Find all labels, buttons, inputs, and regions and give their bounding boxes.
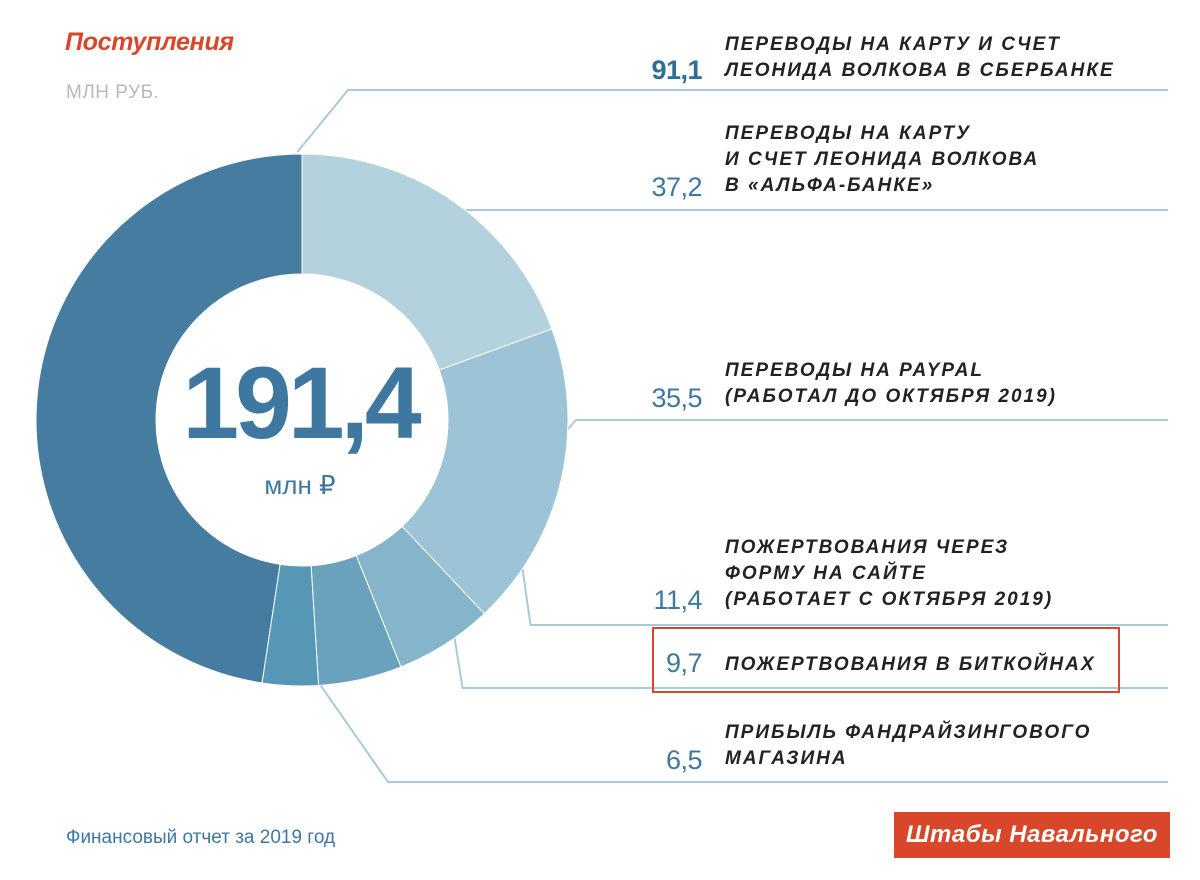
footer-source: Финансовый отчет за 2019 год xyxy=(66,827,336,848)
legend-label-sberbank: ПЕРЕВОДЫ НА КАРТУ И СЧЕТ ЛЕОНИДА ВОЛКОВА… xyxy=(725,34,1115,81)
legend-label-site-form: ПОЖЕРТВОВАНИЯ ЧЕРЕЗ ФОРМУ НА САЙТЕ (РАБО… xyxy=(725,537,1054,610)
donut-slice-sberbank xyxy=(35,153,303,684)
legend-value-bitcoin: 9,7 xyxy=(665,648,703,678)
legend-value-paypal: 35,5 xyxy=(651,383,702,413)
legend-label-shop: ПРИБЫЛЬ ФАНДРАЙЗИНГОВОГО МАГАЗИНА xyxy=(725,722,1092,769)
legend-value-site-form: 11,4 xyxy=(653,585,702,615)
donut-slice-alfabank xyxy=(301,153,553,371)
leader-line-bitcoin xyxy=(453,637,1168,689)
chart-title: Поступления xyxy=(65,28,234,56)
legend-value-alfabank: 37,2 xyxy=(651,172,702,202)
legend-label-paypal: ПЕРЕВОДЫ НА PAYPAL (РАБОТАЛ ДО ОКТЯБРЯ 2… xyxy=(725,360,1057,407)
leader-line-sberbank xyxy=(296,89,1168,153)
legend-label-bitcoin: ПОЖЕРТВОВАНИЯ В БИТКОЙНАХ xyxy=(725,654,1096,675)
legend-label-alfabank: ПЕРЕВОДЫ НА КАРТУ И СЧЕТ ЛЕОНИДА ВОЛКОВА… xyxy=(725,123,1040,196)
chart-unit: МЛН РУБ. xyxy=(66,82,160,103)
total-unit: млн ₽ xyxy=(264,470,336,500)
leader-line-site-form xyxy=(521,568,1168,626)
donut-slices xyxy=(35,153,569,687)
donut-slice-paypal xyxy=(401,328,569,615)
brand-badge: Штабы Навального xyxy=(894,812,1170,858)
legend-value-shop: 6,5 xyxy=(665,745,703,775)
legend-value-sberbank: 91,1 xyxy=(651,55,702,85)
total-value: 191,4 xyxy=(182,346,421,460)
leader-line-shop xyxy=(319,684,1168,783)
leader-line-paypal xyxy=(567,419,1168,430)
highlight-box xyxy=(652,627,1120,693)
